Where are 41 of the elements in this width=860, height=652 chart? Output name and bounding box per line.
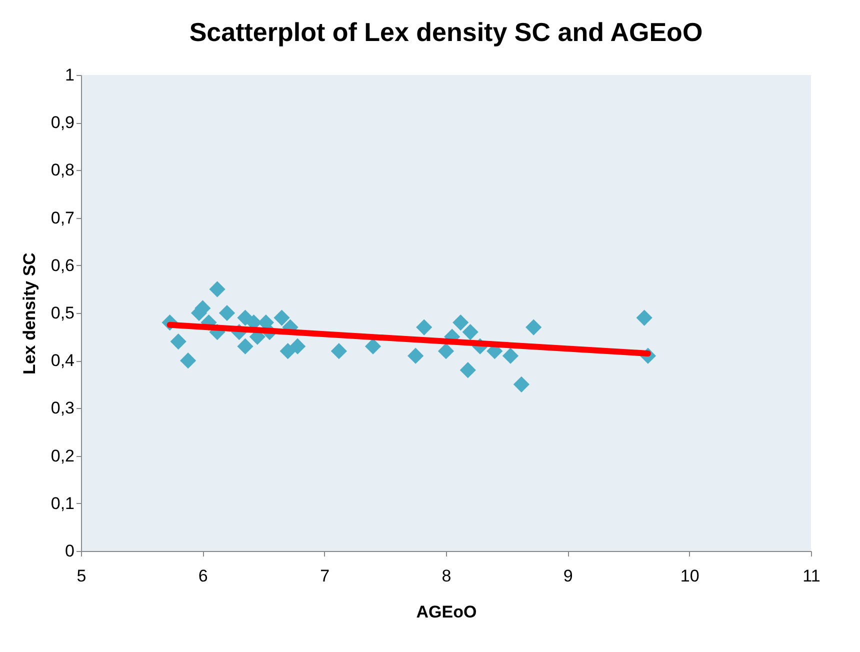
y-tick-label: 0,7 — [50, 208, 74, 228]
y-tick-label: 0,9 — [50, 113, 74, 132]
y-tick-label: 0,6 — [50, 256, 74, 275]
x-tick-label: 7 — [320, 566, 330, 586]
y-axis-title: Lex density SC — [20, 252, 39, 374]
y-tick-label: 0,2 — [50, 446, 74, 466]
point — [180, 352, 196, 369]
y-tick-label: 1 — [65, 66, 74, 84]
y-tick-label: 0,5 — [50, 304, 74, 322]
point — [460, 362, 476, 378]
point — [218, 304, 236, 322]
point — [408, 348, 424, 364]
point — [237, 338, 254, 354]
x-axis-title: AGEoO — [416, 602, 477, 622]
point — [416, 319, 432, 336]
y-tick-label: 0,8 — [50, 160, 74, 180]
point — [364, 338, 382, 354]
point — [280, 343, 296, 360]
y-tick-label: 0 — [65, 542, 74, 560]
point — [290, 338, 306, 354]
y-tick-label: 0,4 — [50, 351, 74, 370]
x-tick-label: 11 — [802, 566, 820, 586]
point — [209, 281, 226, 298]
point — [274, 310, 290, 326]
point — [636, 310, 652, 326]
x-tick-label: 6 — [198, 566, 208, 586]
x-tick-label: 9 — [563, 566, 573, 586]
point — [513, 376, 530, 392]
x-tick-label: 5 — [76, 566, 86, 586]
x-tick-label: 10 — [680, 566, 700, 586]
x-tick-label: 8 — [442, 566, 452, 586]
chart-title: Scatterplot of Lex density SC and AGEoO — [189, 17, 703, 47]
y-tick-label: 0,1 — [50, 494, 74, 513]
y-tick-label: 0,3 — [50, 398, 74, 418]
point — [438, 343, 454, 360]
point — [462, 324, 478, 340]
point — [330, 343, 347, 360]
point — [502, 348, 519, 364]
point — [526, 319, 542, 336]
point — [452, 314, 469, 331]
point — [170, 334, 186, 350]
